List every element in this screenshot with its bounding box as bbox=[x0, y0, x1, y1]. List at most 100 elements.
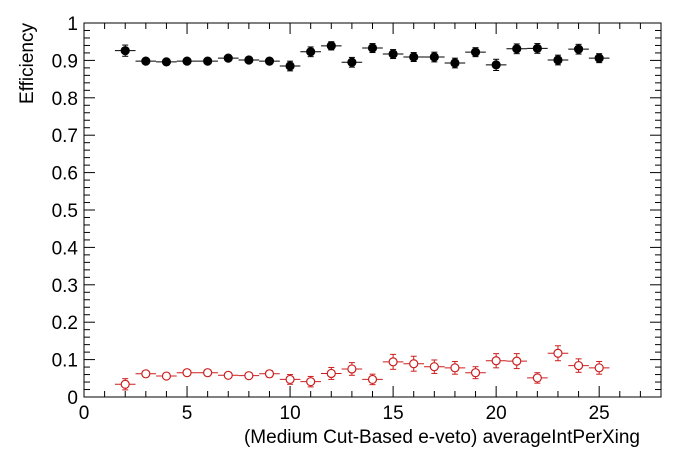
marker bbox=[409, 359, 419, 369]
y-tick-label: 0.8 bbox=[52, 89, 78, 110]
data-point bbox=[156, 57, 177, 67]
marker bbox=[470, 47, 481, 57]
data-point bbox=[259, 369, 280, 379]
marker bbox=[573, 360, 584, 371]
y-tick-label: 0.4 bbox=[52, 238, 79, 259]
data-point bbox=[465, 47, 486, 58]
data-point bbox=[320, 41, 342, 51]
marker bbox=[203, 368, 213, 378]
marker bbox=[594, 363, 604, 373]
data-point bbox=[197, 56, 218, 66]
data-point bbox=[382, 353, 404, 370]
data-point bbox=[547, 54, 569, 66]
x-axis-label: (Medium Cut-Based e-veto) averageIntPerX… bbox=[244, 427, 640, 448]
marker bbox=[553, 348, 563, 358]
data-point bbox=[135, 369, 157, 379]
marker bbox=[141, 369, 151, 379]
data-point bbox=[279, 374, 301, 385]
data-point bbox=[403, 52, 425, 63]
marker bbox=[429, 52, 439, 62]
data-point bbox=[300, 375, 321, 388]
data-point bbox=[362, 43, 383, 54]
marker bbox=[367, 43, 378, 53]
data-point bbox=[547, 345, 569, 362]
marker bbox=[141, 56, 151, 66]
marker bbox=[347, 364, 357, 374]
x-tick-label: 20 bbox=[486, 403, 507, 424]
data-point bbox=[485, 58, 507, 71]
x-tick-label: 10 bbox=[280, 403, 301, 424]
data-point bbox=[114, 44, 136, 57]
data-point bbox=[238, 371, 260, 381]
marker bbox=[367, 374, 378, 385]
data-point bbox=[156, 371, 177, 381]
data-point bbox=[320, 366, 342, 380]
data-point bbox=[485, 353, 507, 369]
marker bbox=[532, 43, 542, 54]
marker bbox=[244, 55, 254, 65]
marker bbox=[532, 373, 542, 383]
data-point bbox=[341, 362, 363, 376]
marker bbox=[182, 56, 192, 66]
marker bbox=[491, 356, 501, 366]
x-tick-label: 25 bbox=[589, 403, 610, 424]
x-tick-label: 0 bbox=[79, 403, 90, 424]
data-point bbox=[506, 353, 528, 370]
data-point bbox=[527, 372, 548, 384]
data-point bbox=[176, 56, 198, 66]
marker bbox=[306, 377, 316, 387]
marker bbox=[264, 369, 275, 379]
marker bbox=[244, 371, 254, 381]
data-point bbox=[506, 43, 528, 55]
data-point bbox=[217, 370, 239, 380]
series-2 bbox=[114, 345, 610, 391]
data-point bbox=[238, 55, 260, 65]
marker bbox=[306, 47, 316, 57]
y-tick-label: 0 bbox=[67, 388, 78, 409]
marker bbox=[326, 41, 336, 51]
data-point bbox=[217, 53, 239, 63]
x-tick-label: 15 bbox=[383, 403, 404, 424]
marker bbox=[409, 52, 419, 62]
marker bbox=[120, 379, 130, 389]
x-tick-label: 5 bbox=[182, 403, 193, 424]
marker bbox=[450, 58, 460, 68]
marker bbox=[347, 57, 357, 67]
y-tick-label: 0.2 bbox=[52, 313, 78, 334]
marker bbox=[161, 371, 172, 381]
y-tick-label: 0.6 bbox=[52, 164, 78, 185]
marker bbox=[161, 57, 172, 67]
marker bbox=[120, 46, 130, 56]
marker bbox=[553, 55, 563, 65]
y-tick-label: 0.3 bbox=[52, 276, 78, 297]
marker bbox=[573, 44, 584, 54]
y-tick-label: 1 bbox=[67, 14, 78, 35]
data-point bbox=[135, 56, 157, 66]
axis-ticks bbox=[83, 22, 662, 398]
marker bbox=[223, 370, 233, 380]
data-point bbox=[197, 368, 218, 378]
marker bbox=[450, 363, 460, 373]
y-tick-label: 0.7 bbox=[52, 126, 78, 147]
data-point bbox=[300, 46, 321, 58]
y-axis-label: Efficiency bbox=[17, 23, 38, 104]
data-point bbox=[424, 359, 445, 374]
y-tick-label: 0.1 bbox=[52, 351, 78, 372]
marker bbox=[594, 53, 604, 63]
marker bbox=[203, 56, 213, 66]
marker bbox=[491, 60, 501, 70]
marker bbox=[223, 53, 233, 63]
axis-tick-labels: 0 5 10 15 20 25 0 0.1 0.2 0.3 0.4 0.5 0.6 0.7 0.8 0.9 1 bbox=[52, 14, 610, 424]
data-point bbox=[568, 43, 589, 55]
marker bbox=[285, 374, 295, 385]
data-point bbox=[341, 56, 363, 68]
marker bbox=[388, 357, 398, 367]
data-point bbox=[568, 358, 589, 373]
data-point bbox=[362, 373, 383, 386]
data-point bbox=[114, 378, 136, 391]
data-point bbox=[465, 366, 486, 380]
marker bbox=[512, 44, 522, 54]
data-point bbox=[588, 53, 610, 64]
data-point bbox=[403, 355, 425, 372]
